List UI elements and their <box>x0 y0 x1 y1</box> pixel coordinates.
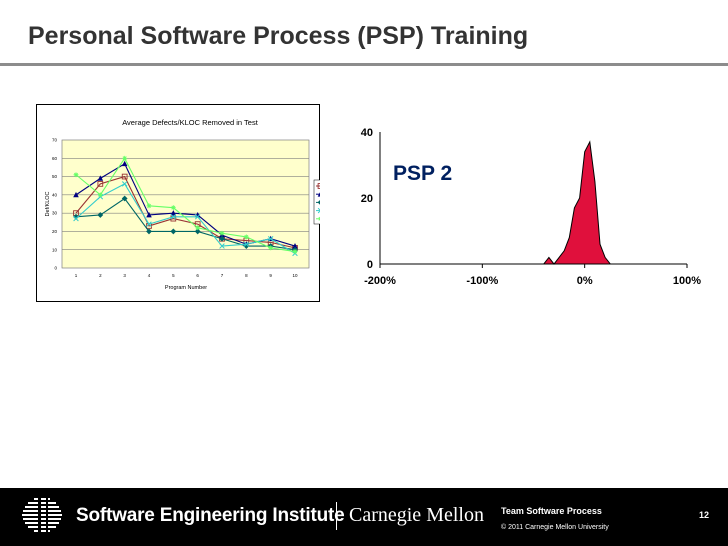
psp2-distribution-chart: 0 20 40 -200% -100% 0% 100% PSP 2 <box>361 127 702 287</box>
course-name: Team Software Process <box>501 506 602 516</box>
data-series <box>73 155 298 257</box>
page-number: 12 <box>699 510 710 520</box>
data-point <box>146 228 152 235</box>
data-point <box>73 213 79 220</box>
data-point <box>194 228 201 235</box>
series-line <box>75 197 296 251</box>
x-tick-label: 9 <box>269 273 272 278</box>
x-tick-label: 6 <box>196 273 199 278</box>
x-tick-label: 0% <box>577 275 593 287</box>
x-tick-label: 8 <box>245 273 248 278</box>
distribution-area <box>482 140 612 265</box>
x-tick-label: 4 <box>148 273 151 278</box>
x-tick-labels: -200% -100% 0% 100% <box>364 264 701 287</box>
data-point <box>267 235 274 242</box>
data-point <box>122 155 128 161</box>
x-axis-label: Program Number <box>165 285 207 291</box>
x-tick-label: -200% <box>364 275 396 287</box>
data-point <box>170 205 176 211</box>
data-point <box>73 172 79 178</box>
y-tick-label: 20 <box>361 193 373 205</box>
y-tick-labels: 0 20 40 <box>361 127 373 271</box>
data-point <box>268 245 274 251</box>
chart-title: Average Defects/KLOC Removed in Test <box>122 118 259 127</box>
institute-name: Software Engineering Institute <box>76 505 345 526</box>
copyright-text: © 2011 Carnegie Mellon University <box>501 524 609 531</box>
x-tick-label: 3 <box>123 273 126 278</box>
data-point <box>97 181 104 187</box>
series-line <box>75 157 296 253</box>
defects-line-chart: Average Defects/KLOC Removed in Test 010… <box>36 104 320 302</box>
y-tick-labels: 0 10 20 30 40 50 60 70 <box>52 138 58 271</box>
data-point <box>121 195 128 202</box>
legend-item: C++ <box>316 183 320 189</box>
data-point <box>219 235 225 242</box>
y-tick-label: 30 <box>52 211 58 216</box>
footer-bar: Software Engineering Institute Carnegie … <box>0 488 728 546</box>
y-tick-label: 0 <box>54 266 57 271</box>
series-line <box>75 183 296 254</box>
data-point <box>146 221 152 227</box>
x-tick-label: 2 <box>99 273 102 278</box>
x-tick-label: 7 <box>221 273 224 278</box>
legend-marker <box>317 207 320 214</box>
legend-marker <box>317 200 320 205</box>
data-point <box>121 160 128 167</box>
data-point <box>243 241 250 247</box>
data-point <box>121 173 128 180</box>
data-point <box>146 211 152 218</box>
x-tick-label: 5 <box>172 273 175 278</box>
data-point <box>97 192 103 198</box>
title-divider <box>0 63 728 66</box>
data-point <box>170 210 177 216</box>
legend-item: Java <box>316 207 320 214</box>
psp2-label: PSP 2 <box>393 162 452 185</box>
legend-marker <box>317 192 320 197</box>
data-point <box>292 243 298 249</box>
data-point <box>170 228 177 235</box>
x-tick-label: 10 <box>292 273 298 278</box>
y-tick-label: 60 <box>52 156 58 161</box>
y-axis-label: Def/KLOC <box>45 191 51 216</box>
footer-divider <box>336 502 337 530</box>
legend-marker <box>317 183 320 189</box>
series-vb <box>73 155 298 254</box>
data-point <box>97 175 104 181</box>
y-tick-label: 10 <box>52 247 58 252</box>
x-tick-labels: 1 2 3 4 5 6 7 8 9 10 <box>75 273 298 278</box>
data-point <box>97 212 104 218</box>
legend-item: C# <box>316 200 320 205</box>
y-tick-label: 50 <box>52 174 58 179</box>
university-name: Carnegie Mellon <box>349 504 484 526</box>
data-point <box>219 243 225 249</box>
y-tick-label: 70 <box>52 138 58 143</box>
data-point <box>73 191 79 198</box>
x-tick-label: 100% <box>673 275 701 287</box>
data-point <box>170 214 177 220</box>
x-tick-label: -100% <box>466 275 498 287</box>
y-tick-label: 0 <box>367 259 373 271</box>
data-point <box>219 230 225 236</box>
legend-item: VB <box>316 216 320 221</box>
data-point <box>194 214 201 220</box>
data-point <box>73 215 79 222</box>
y-tick-label: 40 <box>52 192 58 197</box>
slide-title: Personal Software Process (PSP) Training <box>28 22 529 50</box>
legend: C++ C C# Java VB <box>313 179 320 225</box>
data-point <box>292 249 298 254</box>
legend-item: C <box>316 192 320 197</box>
y-tick-label: 40 <box>361 127 373 139</box>
sei-logo-icon <box>22 496 62 536</box>
x-tick-label: 1 <box>75 273 78 278</box>
data-point <box>146 203 152 209</box>
data-point <box>243 234 249 240</box>
data-point <box>195 225 201 231</box>
y-tick-label: 20 <box>52 229 58 234</box>
data-point <box>121 181 128 187</box>
